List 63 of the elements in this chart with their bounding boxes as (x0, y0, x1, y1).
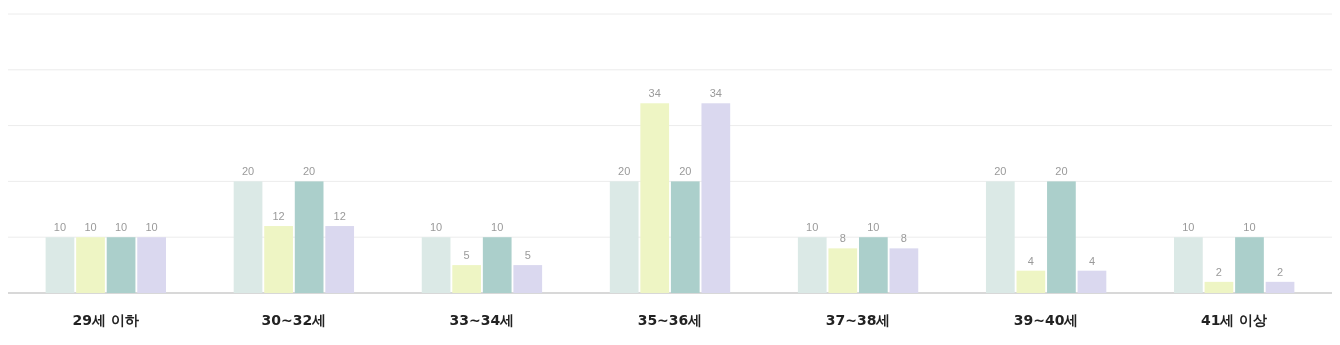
x-tick-label: 33~34세 (449, 312, 515, 328)
bar (640, 103, 670, 293)
bar (76, 237, 105, 293)
data-label: 8 (839, 232, 846, 245)
x-tick-label: 37~38세 (825, 312, 891, 328)
bar (137, 237, 166, 293)
data-label: 4 (1088, 254, 1096, 267)
bar (45, 237, 75, 293)
data-label: 10 (806, 221, 819, 234)
data-label: 34 (709, 87, 722, 100)
bar (1235, 237, 1264, 293)
data-label: 10 (867, 221, 880, 234)
bar (264, 226, 293, 293)
bar (701, 103, 731, 293)
data-label: 2 (1276, 265, 1284, 278)
data-label: 10 (1243, 221, 1256, 234)
bar (858, 237, 888, 293)
data-label: 20 (303, 165, 316, 178)
data-label: 20 (679, 165, 692, 178)
data-label: 5 (524, 249, 531, 262)
bar (1174, 237, 1203, 293)
data-label: 10 (114, 221, 128, 234)
bar (670, 181, 700, 293)
data-label: 12 (272, 210, 285, 223)
bar (609, 181, 639, 293)
data-label: 20 (618, 165, 631, 178)
bar (1204, 281, 1234, 293)
data-label: 10 (1182, 221, 1195, 234)
data-label: 10 (145, 221, 158, 234)
bar (482, 237, 512, 293)
bar (1077, 270, 1107, 293)
bar (106, 237, 136, 293)
data-label: 2 (1215, 265, 1222, 278)
data-label: 12 (333, 210, 346, 223)
data-label: 5 (463, 249, 470, 262)
bar (513, 265, 543, 293)
bar (828, 248, 858, 293)
data-label: 4 (1027, 254, 1034, 267)
data-label: 10 (53, 221, 67, 234)
bar (1265, 281, 1295, 293)
data-label: 10 (491, 221, 504, 234)
bar (233, 181, 263, 293)
data-label: 8 (900, 232, 907, 245)
data-label: 34 (648, 87, 661, 100)
x-tick-label: 30~32세 (261, 312, 327, 328)
data-label: 20 (1055, 165, 1068, 178)
bar (1016, 270, 1046, 293)
bar (797, 237, 827, 293)
bar (1047, 181, 1076, 293)
bar (889, 248, 919, 293)
bar (421, 237, 451, 293)
bar (452, 265, 482, 293)
data-label: 20 (241, 165, 255, 178)
data-label: 20 (994, 165, 1007, 178)
data-label: 10 (429, 221, 443, 234)
bar (294, 181, 324, 293)
bar (325, 226, 355, 293)
bar (985, 181, 1015, 293)
data-label: 10 (84, 221, 97, 234)
x-tick-label: 39~40세 (1013, 312, 1079, 328)
x-tick-label: 29세 이하 (72, 312, 139, 328)
x-tick-label: 35~36세 (637, 312, 703, 328)
x-tick-label: 41세 이상 (1201, 312, 1268, 328)
